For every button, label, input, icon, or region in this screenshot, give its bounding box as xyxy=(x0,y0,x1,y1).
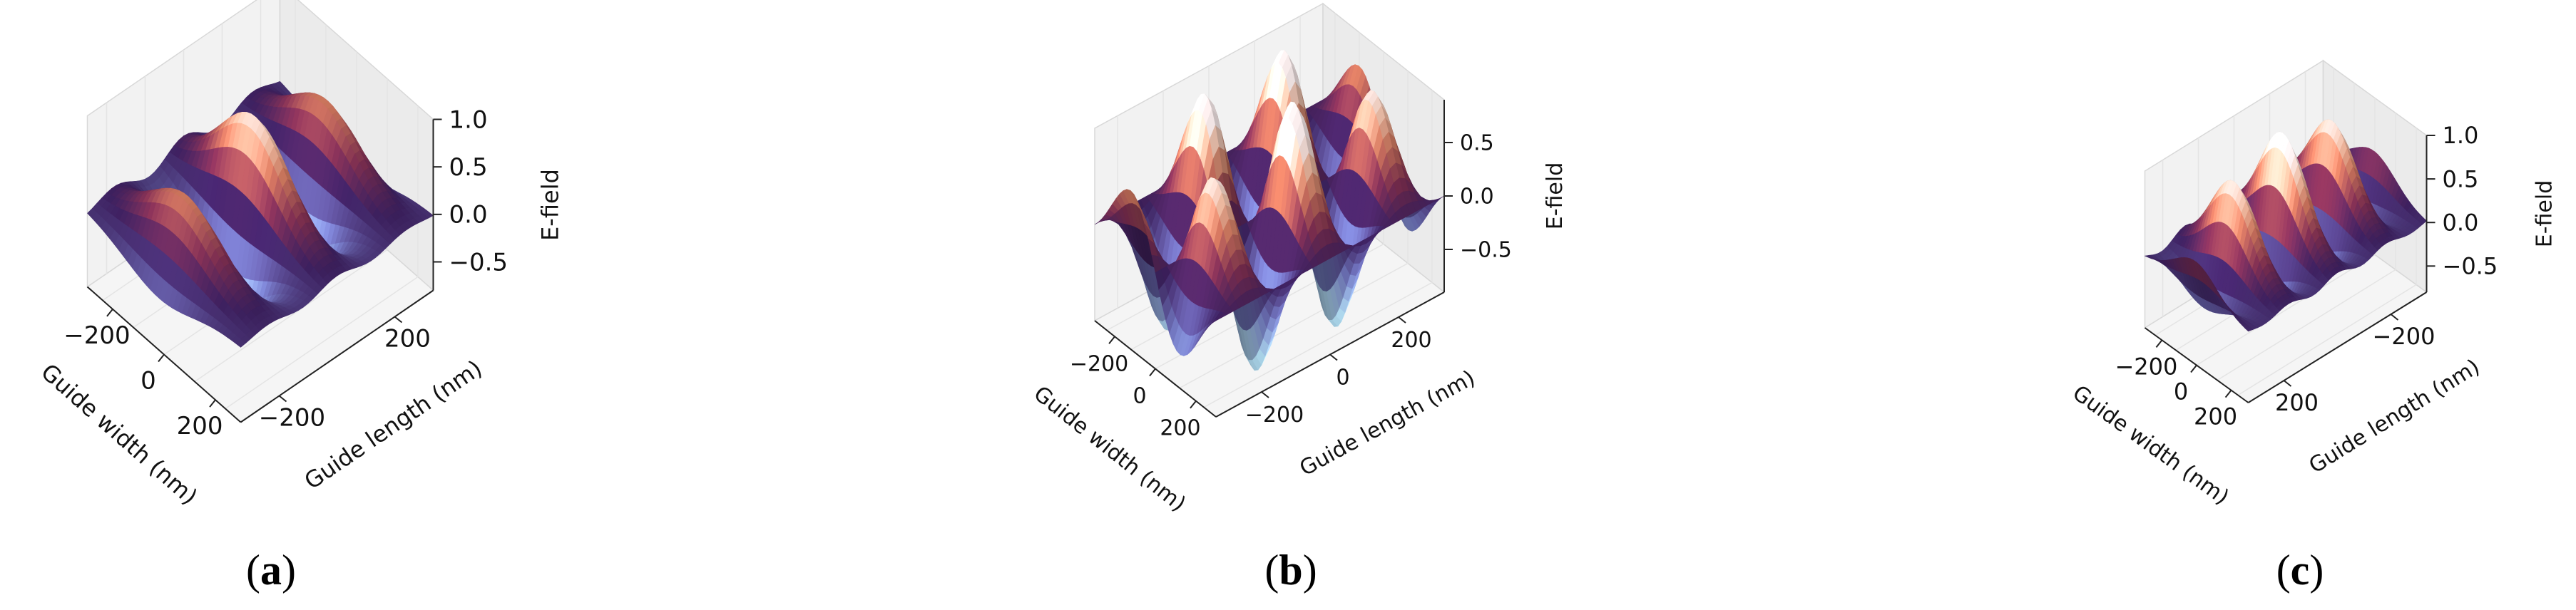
y-tick-mark xyxy=(1261,391,1269,398)
x-tick-label: −200 xyxy=(2115,353,2177,380)
z-axis-title: E-field xyxy=(2532,180,2557,248)
y-axis-title: Guide length (nm) xyxy=(300,355,487,495)
x-tick-label: −200 xyxy=(1070,351,1128,376)
x-tick-label: 200 xyxy=(1160,416,1200,441)
z-tick-label: 1.0 xyxy=(2443,122,2479,149)
y-tick-label: −200 xyxy=(259,404,325,433)
x-tick-mark xyxy=(1190,400,1197,409)
z-tick-label: 0.0 xyxy=(1460,185,1494,210)
x-tick-mark xyxy=(1149,368,1156,377)
x-tick-mark xyxy=(106,309,113,317)
y-tick-label: 0 xyxy=(1336,366,1349,391)
x-tick-label: −200 xyxy=(63,321,130,350)
z-axis-title: E-field xyxy=(1543,162,1568,230)
z-tick-label: −0.5 xyxy=(2443,253,2498,280)
y-tick-mark xyxy=(2283,380,2292,387)
panel-label-b: (b) xyxy=(1264,547,1317,594)
y-axis-title: Guide length (nm) xyxy=(2305,354,2485,478)
y-tick-mark xyxy=(394,316,403,324)
y-tick-mark xyxy=(278,395,287,403)
x-tick-mark xyxy=(2224,390,2232,398)
grid-line xyxy=(194,78,388,383)
x-tick-label: 0 xyxy=(2174,378,2188,405)
x-tick-mark xyxy=(158,353,165,363)
z-tick-label: 0.5 xyxy=(2443,165,2479,192)
z-tick-label: −0.5 xyxy=(449,248,508,276)
z-tick-label: 0.0 xyxy=(449,201,488,229)
x-tick-label: 200 xyxy=(2194,403,2237,430)
y-tick-label: 200 xyxy=(2275,389,2319,416)
x-tick-label: 0 xyxy=(1133,384,1146,409)
z-tick-label: 0.5 xyxy=(1460,131,1494,156)
y-tick-label: −200 xyxy=(1245,403,1304,428)
z-axis-title: E-field xyxy=(537,169,564,241)
z-tick-label: −0.5 xyxy=(1460,238,1512,263)
grid-line xyxy=(225,105,419,410)
z-tick-label: 0.5 xyxy=(449,153,488,182)
x-tick-label: 0 xyxy=(140,367,156,396)
x-tick-mark xyxy=(1108,336,1115,344)
y-tick-mark xyxy=(1329,353,1338,361)
z-tick-label: 0.0 xyxy=(2443,209,2479,236)
x-tick-label: 200 xyxy=(177,412,223,440)
y-tick-label: 200 xyxy=(1391,328,1431,353)
y-tick-mark xyxy=(1398,316,1406,324)
panel-label-a: (a) xyxy=(246,547,296,594)
y-axis-title: Guide length (nm) xyxy=(1296,366,1480,481)
x-tick-mark xyxy=(2190,364,2197,373)
z-tick-label: 1.0 xyxy=(449,105,488,134)
x-tick-mark xyxy=(209,399,216,408)
y-tick-label: 200 xyxy=(384,325,431,353)
x-tick-mark xyxy=(2155,339,2163,348)
y-tick-label: −200 xyxy=(2373,323,2436,350)
panel-label-c: (c) xyxy=(2276,547,2324,594)
x-axis-title: Guide width (nm) xyxy=(2068,381,2233,510)
y-tick-mark xyxy=(2390,314,2399,321)
surface xyxy=(87,81,434,348)
x-axis-title: Guide width (nm) xyxy=(1029,381,1190,517)
